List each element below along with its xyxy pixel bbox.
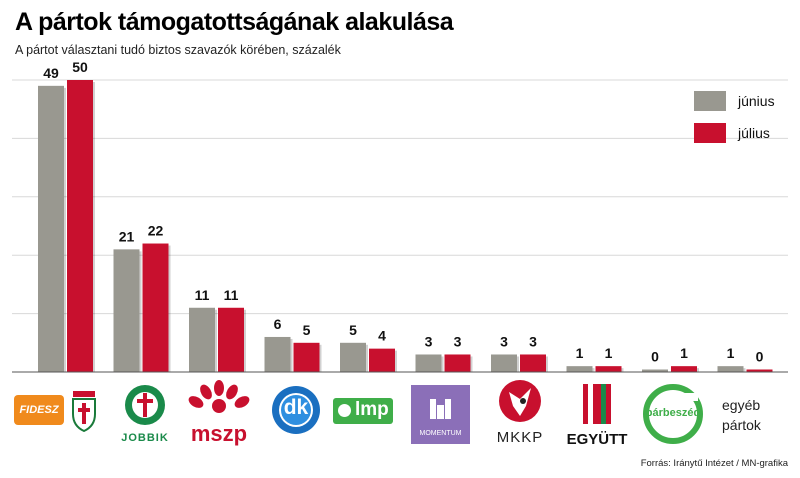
dk-logo-text: dk bbox=[283, 396, 309, 419]
lmp-logo: lmp bbox=[333, 398, 393, 424]
bar-julius bbox=[67, 80, 93, 372]
jobbik-logo-text: JOBBIK bbox=[121, 432, 169, 444]
data-label: 1 bbox=[680, 345, 688, 361]
momentum-logo-text: MOMENTUM bbox=[419, 430, 462, 437]
legend-label-julius: július bbox=[738, 125, 770, 141]
dk-circle-icon bbox=[272, 386, 320, 434]
bar-junius bbox=[113, 249, 140, 372]
data-label: 6 bbox=[274, 316, 282, 332]
data-label: 1 bbox=[605, 345, 613, 361]
bar-junius bbox=[264, 336, 291, 372]
bar-junius bbox=[717, 366, 744, 372]
bar-julius bbox=[369, 348, 395, 372]
chart-title: A pártok támogatottságának alakulása bbox=[15, 8, 454, 36]
legend-swatch-julius bbox=[694, 123, 726, 143]
legend: június július bbox=[694, 85, 775, 149]
data-label: 4 bbox=[378, 328, 386, 344]
bar-junius bbox=[566, 366, 593, 372]
bar-julius bbox=[142, 243, 169, 372]
bar-junius bbox=[415, 354, 442, 372]
data-label: 11 bbox=[224, 287, 239, 303]
fidesz-logo: FIDESZ bbox=[14, 395, 64, 425]
mszp-flower-icon bbox=[188, 380, 250, 413]
data-label: 5 bbox=[303, 322, 311, 338]
legend-label-junius: június bbox=[738, 93, 775, 109]
bar-julius bbox=[746, 369, 773, 372]
egyutt-flag-icon bbox=[583, 384, 611, 424]
gridlines bbox=[12, 79, 788, 315]
fidesz-logo-text: FIDESZ bbox=[19, 404, 59, 416]
legend-swatch-junius bbox=[694, 91, 726, 111]
bar-junius bbox=[642, 369, 668, 372]
data-label: 0 bbox=[756, 349, 764, 365]
data-label: 1 bbox=[727, 345, 735, 361]
data-label: 1 bbox=[576, 345, 584, 361]
egyutt-logo-text: EGYÜTT bbox=[566, 431, 628, 448]
lmp-logo-text: lmp bbox=[355, 399, 389, 420]
chart-subtitle: A pártot választani tudó biztos szavazók… bbox=[15, 43, 341, 57]
data-label: 22 bbox=[148, 223, 164, 239]
mkkp-logo: MKKP bbox=[490, 378, 550, 448]
legend-item-junius: június bbox=[694, 85, 775, 117]
momentum-m-icon bbox=[430, 399, 451, 419]
bar-julius bbox=[671, 366, 697, 372]
data-label: 21 bbox=[119, 228, 135, 244]
mszp-logo-text: mszp bbox=[190, 421, 248, 446]
data-label: 11 bbox=[195, 287, 210, 303]
jobbik-emblem-icon bbox=[125, 385, 165, 425]
data-label: 0 bbox=[651, 349, 659, 365]
data-label: 49 bbox=[43, 65, 59, 81]
dk-logo: dk bbox=[265, 385, 327, 435]
kdnp-logo bbox=[70, 390, 98, 433]
parbeszed-circle-icon bbox=[643, 384, 703, 444]
lmp-leaf-icon bbox=[338, 404, 351, 417]
momentum-logo: MOMENTUM bbox=[411, 385, 470, 444]
other-label-line2: pártok bbox=[722, 417, 761, 433]
data-label: 3 bbox=[454, 333, 462, 349]
data-label: 50 bbox=[72, 59, 88, 75]
bar-junius bbox=[38, 85, 64, 372]
bar-julius bbox=[218, 307, 244, 372]
egyutt-logo: EGYÜTT bbox=[562, 382, 632, 448]
bar-junius bbox=[340, 342, 366, 372]
other-label-line1: egyéb bbox=[722, 397, 761, 413]
data-label: 3 bbox=[529, 333, 537, 349]
bar-junius bbox=[189, 307, 215, 372]
data-label: 3 bbox=[500, 333, 508, 349]
data-label: 3 bbox=[425, 333, 433, 349]
bar-julius bbox=[595, 366, 622, 372]
bar-julius bbox=[293, 342, 320, 372]
jobbik-logo: JOBBIK bbox=[118, 383, 172, 445]
other-parties-label: egyéb pártok bbox=[722, 395, 761, 435]
legend-item-julius: július bbox=[694, 117, 775, 149]
mkkp-dog-icon bbox=[499, 380, 541, 422]
parbeszed-logo: párbeszéd bbox=[642, 383, 704, 445]
bar-julius bbox=[444, 354, 471, 372]
kdnp-shield-icon bbox=[72, 391, 96, 433]
data-label: 5 bbox=[349, 322, 357, 338]
bar-julius bbox=[520, 354, 546, 372]
source-note: Forrás: Iránytű Intézet / MN-grafika bbox=[640, 458, 788, 469]
bars bbox=[38, 80, 775, 372]
mszp-logo: mszp bbox=[184, 380, 254, 446]
bar-junius bbox=[491, 354, 517, 372]
parbeszed-logo-text: párbeszéd bbox=[645, 407, 701, 419]
mkkp-logo-text: MKKP bbox=[496, 429, 544, 446]
